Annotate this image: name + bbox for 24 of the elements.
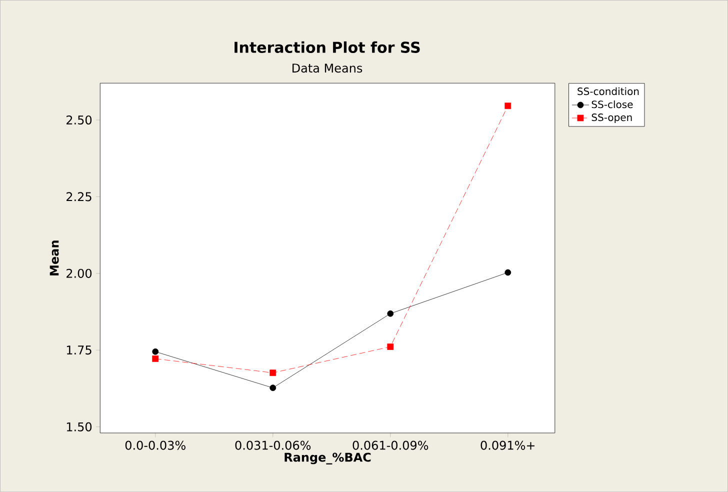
point [270, 384, 276, 391]
chart-title: Interaction Plot for SS [234, 41, 420, 53]
point [270, 370, 276, 376]
x-tick-label: 0.031-0.06% [235, 440, 311, 450]
point [387, 310, 394, 317]
point [504, 102, 512, 109]
legend-title: SS-condition [578, 87, 639, 96]
x-tick-label: 0.091%+ [480, 440, 534, 450]
y-axis-title: Mean [50, 240, 59, 276]
y-tick-label: 1.50 [66, 422, 92, 432]
point [152, 355, 159, 362]
point [387, 343, 394, 350]
chart-subtitle: Data Means [292, 64, 362, 73]
point [152, 348, 159, 355]
y-tick-label: 1.75 [66, 346, 92, 355]
legend-label: SS-open [592, 113, 632, 123]
y-tick-label: 2.00 [66, 268, 92, 278]
y-tick-label: 2.50 [66, 115, 92, 124]
x-tick-label: 0.061-0.09% [352, 440, 428, 450]
x-axis-title: Range_%BAC [284, 452, 371, 464]
y-tick-label: 2.25 [66, 192, 92, 202]
x-tick-label: 0.0-0.03% [125, 440, 186, 450]
legend-label: SS-close [592, 100, 633, 108]
point [504, 269, 512, 276]
